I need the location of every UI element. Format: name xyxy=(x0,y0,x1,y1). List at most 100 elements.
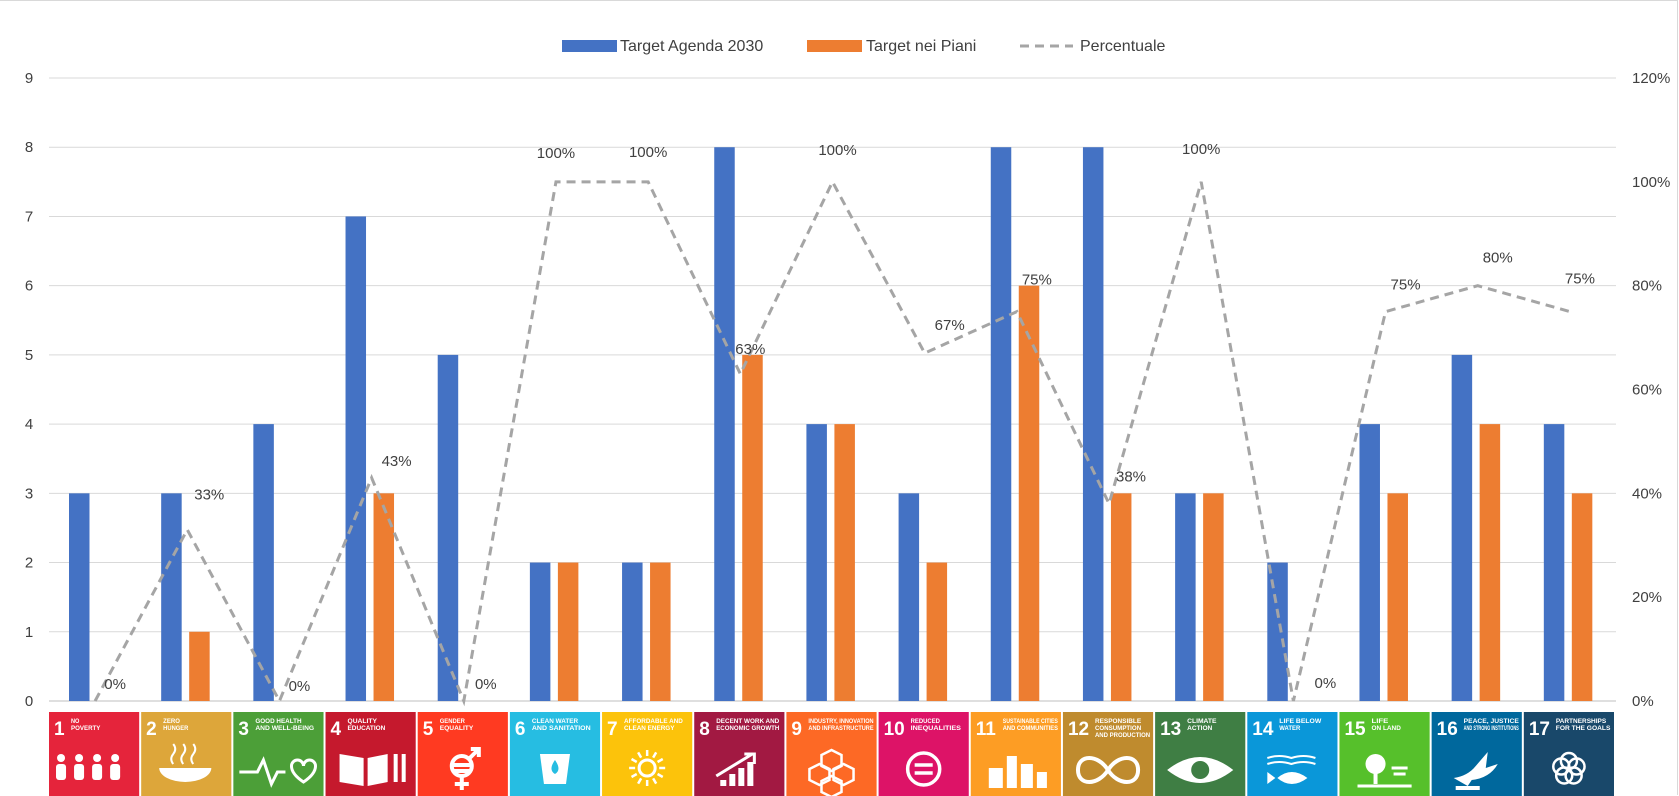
legend-label: Target Agenda 2030 xyxy=(620,38,763,55)
tree-icon xyxy=(1357,754,1412,788)
bar-target-nei-piani xyxy=(650,562,671,701)
sdg-tile-caption: WATER xyxy=(1279,725,1300,732)
bar-target-agenda-2030 xyxy=(990,147,1012,701)
bar-target-nei-piani xyxy=(1018,285,1040,701)
bar-target-nei-piani xyxy=(557,562,579,701)
legend-label: Target nei Piani xyxy=(866,38,976,55)
sdg-tile-caption: AND COMMUNITIES xyxy=(1003,725,1059,732)
bar-target-agenda-2030 xyxy=(714,147,735,701)
sdg-tile-background xyxy=(49,712,140,796)
sdg-tile-number: 13 xyxy=(1160,719,1181,740)
sdg-tile-number: 12 xyxy=(1068,719,1089,740)
sdg-tile-caption: LIFE xyxy=(1371,718,1389,725)
sdg-tile-caption: CONSUMPTION xyxy=(1095,725,1141,732)
y-left-tick-label: 8 xyxy=(25,139,33,156)
data-label: 63% xyxy=(735,341,765,358)
y-left-tick-label: 2 xyxy=(25,555,33,572)
bar-target-nei-piani xyxy=(1110,493,1132,701)
sdg-tile-background xyxy=(141,712,232,796)
y-left-tick-label: 6 xyxy=(25,278,33,295)
y-right-tick-label: 120% xyxy=(1632,70,1670,87)
sdg-tile-number: 3 xyxy=(238,719,249,740)
bar-target-nei-piani xyxy=(1571,493,1593,701)
sdg-tile-caption: GENDER xyxy=(440,718,465,725)
sdg-tile-number: 9 xyxy=(791,719,802,740)
water-drop-icon xyxy=(539,754,570,784)
bar-target-agenda-2030 xyxy=(161,493,182,701)
sdg-tile-number: 4 xyxy=(331,719,342,740)
bar-target-nei-piani xyxy=(1203,493,1224,701)
heartbeat-icon xyxy=(239,756,318,788)
y-left-tick-label: 7 xyxy=(25,208,33,225)
bar-target-nei-piani xyxy=(742,354,763,701)
data-label: 75% xyxy=(1022,272,1052,289)
sdg-tile-caption: AND PRODUCTION xyxy=(1095,732,1150,739)
data-label: 100% xyxy=(1182,141,1220,158)
y-left-tick-label: 4 xyxy=(25,416,33,433)
growth-chart-icon xyxy=(715,752,756,786)
sdg-tile-number: 16 xyxy=(1437,719,1458,740)
sdg-tile-caption: CLIMATE xyxy=(1187,718,1217,725)
data-label: 75% xyxy=(1565,271,1595,288)
bar-target-agenda-2030 xyxy=(1175,493,1196,701)
sdg-tile-background xyxy=(1431,712,1522,796)
data-label: 67% xyxy=(935,317,965,334)
sdg-tile-caption: DECENT WORK AND xyxy=(716,718,779,725)
sdg-tile-background xyxy=(1062,712,1154,796)
bar-target-agenda-2030 xyxy=(69,493,90,701)
infinity-icon xyxy=(1075,756,1141,784)
legend-swatch-target-nei-piani xyxy=(807,40,862,52)
sdg-tile-number: 14 xyxy=(1252,719,1274,740)
dove-icon xyxy=(1453,752,1498,790)
fish-icon xyxy=(1267,755,1316,784)
data-label: 100% xyxy=(818,142,856,159)
y-right-tick-label: 0% xyxy=(1632,693,1654,710)
sdg-tile-number: 5 xyxy=(423,719,434,740)
data-label: 33% xyxy=(194,487,224,504)
data-label: 100% xyxy=(537,145,575,162)
sdg-tile-number: 1 xyxy=(54,719,65,740)
bar-target-nei-piani xyxy=(926,562,948,701)
sdg-tile-caption: POVERTY xyxy=(71,725,101,732)
y-right-tick-label: 80% xyxy=(1632,278,1662,295)
bar-target-nei-piani xyxy=(373,493,395,701)
y-left-tick-label: 0 xyxy=(25,693,33,710)
data-label: 0% xyxy=(289,678,311,695)
book-icon xyxy=(339,754,406,786)
bar-target-agenda-2030 xyxy=(1543,424,1565,701)
bar-target-agenda-2030 xyxy=(1267,562,1288,701)
sdg-tile-caption: AND INFRASTRUCTURE xyxy=(808,725,874,732)
sdg-tile-caption: REDUCED xyxy=(911,718,941,725)
bar-target-nei-piani xyxy=(189,631,210,701)
sdg-tile-caption: EQUALITY xyxy=(440,725,474,732)
sdg-tile-caption: HUNGER xyxy=(163,725,188,732)
sdg-tile-caption: LIFE BELOW xyxy=(1279,718,1322,725)
data-label: 80% xyxy=(1483,250,1513,267)
y-right-tick-label: 100% xyxy=(1632,174,1670,191)
sdg-tile-caption: AND WELL-BEING xyxy=(255,725,314,732)
sdg-tile-caption: EDUCATION xyxy=(348,725,386,732)
gender-icon xyxy=(449,747,481,790)
sdg-tile-number: 2 xyxy=(146,719,157,740)
percentuale-line xyxy=(93,178,1571,707)
bar-target-agenda-2030 xyxy=(1359,424,1380,701)
sdg-tile-background xyxy=(233,712,324,796)
bar-target-agenda-2030 xyxy=(1082,147,1104,701)
sdg-tile-caption: ECONOMIC GROWTH xyxy=(716,725,779,732)
flower-rings-icon xyxy=(1552,751,1586,785)
y-right-tick-label: 20% xyxy=(1632,589,1662,606)
